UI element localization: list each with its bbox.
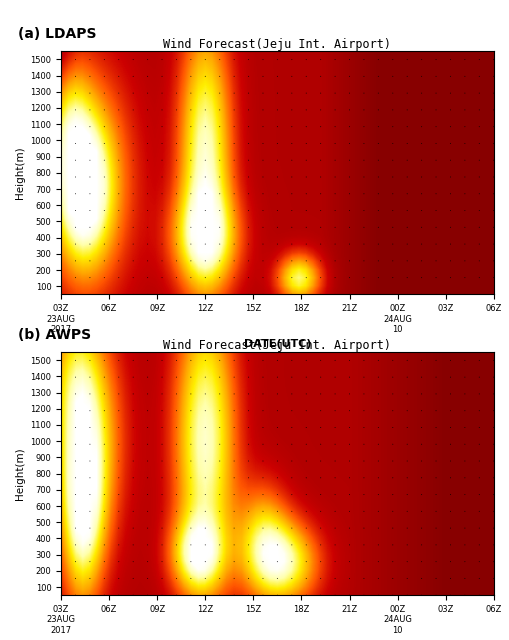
Title: Wind Forecast(Jeju Int. Airport): Wind Forecast(Jeju Int. Airport) (163, 38, 391, 51)
Title: Wind Forecast(Jeju Int. Airport): Wind Forecast(Jeju Int. Airport) (163, 339, 391, 352)
Text: (a) LDAPS: (a) LDAPS (18, 27, 96, 41)
Y-axis label: Height(m): Height(m) (15, 147, 24, 199)
Text: (b) AWPS: (b) AWPS (18, 328, 91, 342)
X-axis label: DATE(UTC): DATE(UTC) (244, 339, 311, 349)
Y-axis label: Height(m): Height(m) (15, 447, 24, 500)
